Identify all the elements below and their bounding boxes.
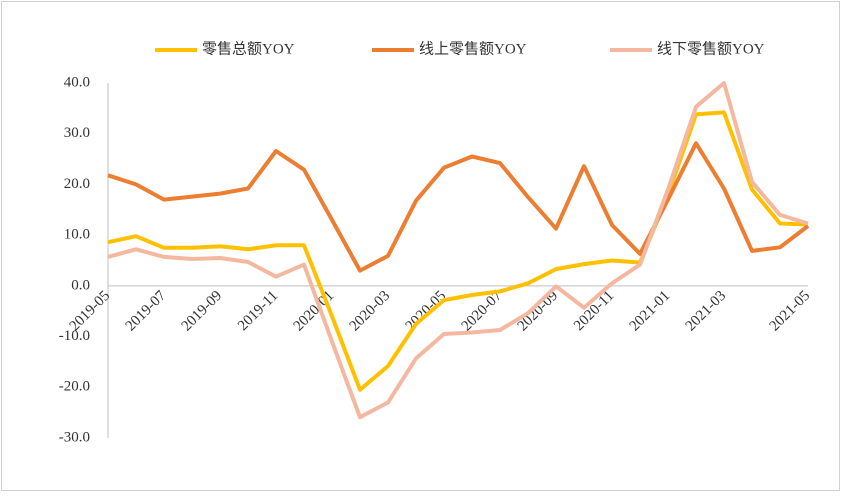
legend-label: 线上零售额YOY (419, 40, 527, 57)
y-tick-label: 0.0 (71, 277, 90, 293)
y-tick-label: -10.0 (59, 328, 90, 344)
series-line (107, 81, 809, 420)
y-tick-label: 10.0 (64, 227, 90, 243)
y-tick-label: 20.0 (64, 176, 90, 192)
legend-label: 线下零售额YOY (657, 40, 765, 57)
series-line (107, 110, 809, 392)
y-tick-label: -30.0 (59, 429, 90, 445)
legend-label: 零售总额YOY (202, 40, 295, 57)
series-line (107, 141, 810, 273)
y-tick-label: -20.0 (59, 379, 90, 395)
y-tick-label: 40.0 (64, 74, 90, 90)
y-tick-label: 30.0 (64, 125, 90, 141)
